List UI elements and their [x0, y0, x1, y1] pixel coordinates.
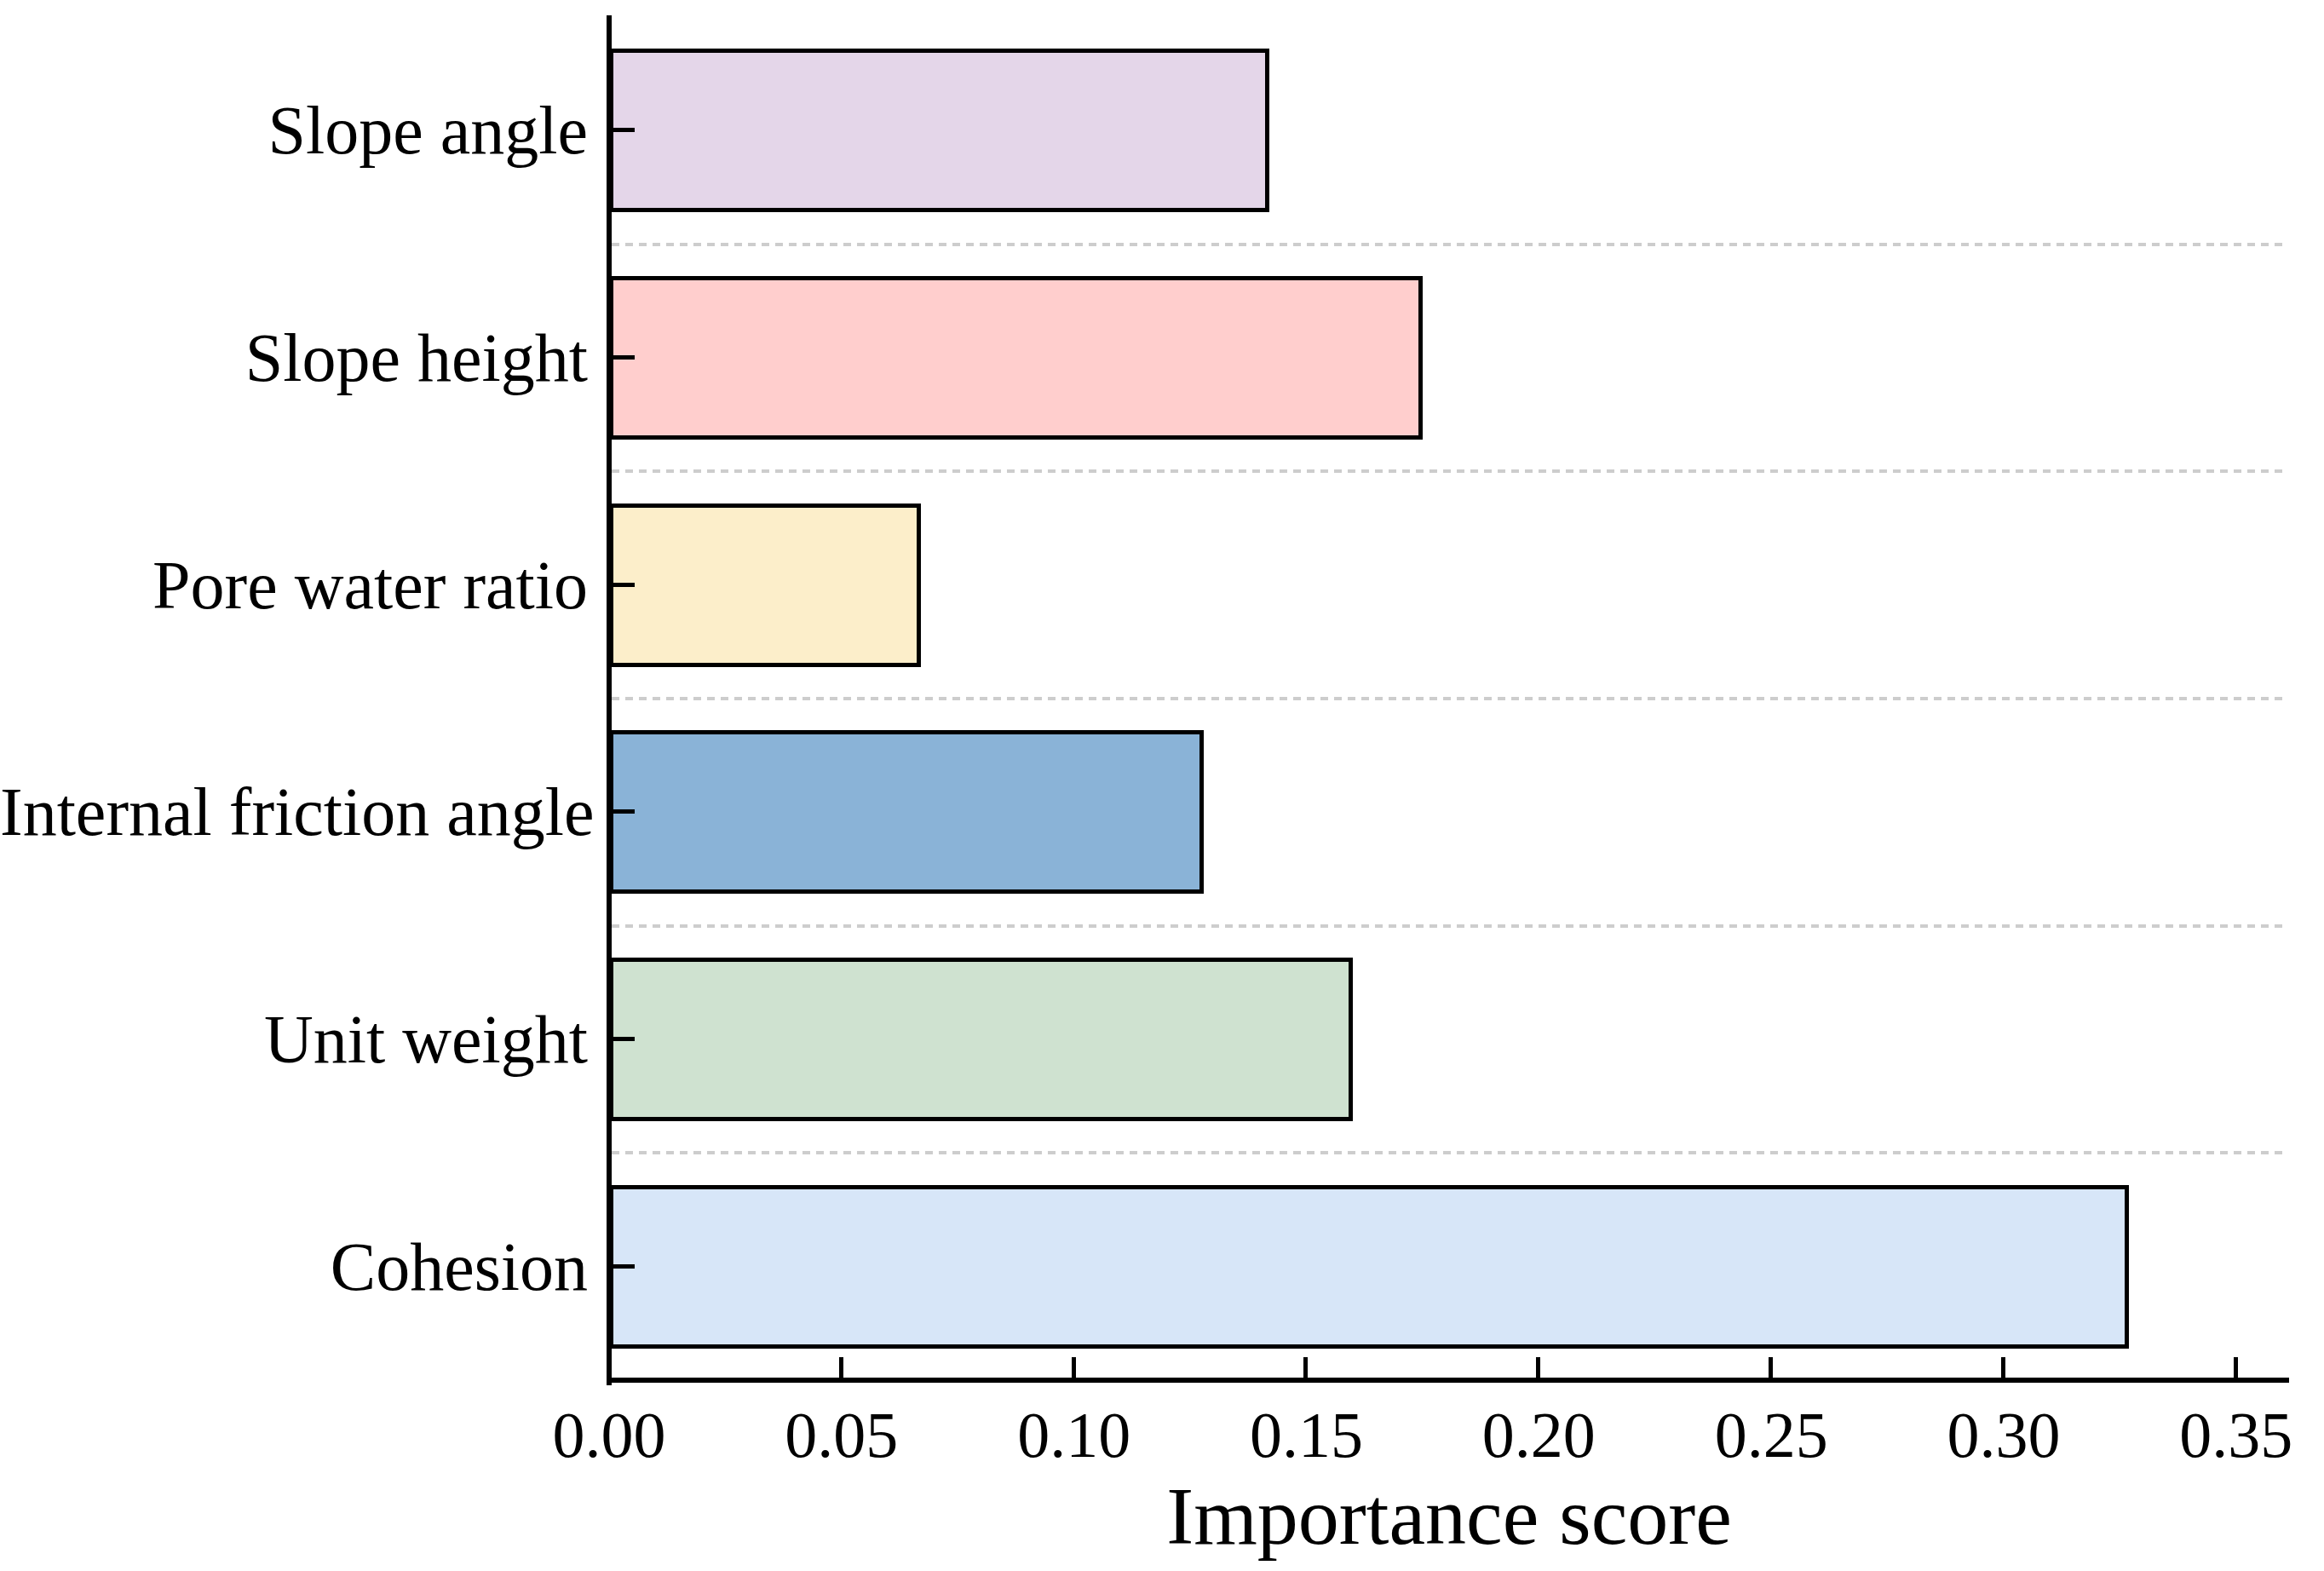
x-tick-label-0.00: 0.00: [507, 1402, 711, 1467]
x-tick-label-0.20: 0.20: [1436, 1402, 1641, 1467]
x-tick-0.15: [1303, 1357, 1308, 1380]
y-axis-line: [607, 15, 612, 1385]
x-axis-title: Importance score: [609, 1476, 2289, 1557]
x-tick-0.35: [2234, 1357, 2238, 1380]
y-tick-slope-angle: [612, 128, 635, 132]
x-tick-0.20: [1536, 1357, 1540, 1380]
x-axis-line: [607, 1378, 2289, 1383]
category-label-cohesion: Cohesion: [0, 1233, 588, 1301]
bar-internal-friction-angle: [609, 730, 1204, 894]
bar-cohesion: [609, 1185, 2129, 1349]
y-tick-unit-weight: [612, 1037, 635, 1041]
row-separator-gridline: [612, 243, 2288, 246]
bar-slope-height: [609, 276, 1423, 440]
bar-unit-weight: [609, 958, 1353, 1121]
row-separator-gridline: [612, 469, 2288, 473]
x-tick-0.05: [839, 1357, 843, 1380]
row-separator-gridline: [612, 697, 2288, 700]
row-separator-gridline: [612, 1151, 2288, 1154]
y-tick-slope-height: [612, 355, 635, 360]
x-tick-0.10: [1072, 1357, 1076, 1380]
x-tick-0.25: [1769, 1357, 1773, 1380]
x-tick-0.30: [2001, 1357, 2005, 1380]
bar-pore-water-ratio: [609, 504, 921, 667]
bar-chart-figure: Slope angle Slope height Pore water ratio I…: [0, 0, 2324, 1571]
category-label-pore-water-ratio: Pore water ratio: [0, 551, 588, 619]
x-tick-label-0.10: 0.10: [972, 1402, 1176, 1467]
category-label-unit-weight: Unit weight: [0, 1005, 588, 1073]
x-tick-label-0.15: 0.15: [1204, 1402, 1408, 1467]
bar-slope-angle: [609, 49, 1269, 212]
row-separator-gridline: [612, 924, 2288, 928]
category-label-slope-height: Slope height: [0, 324, 588, 392]
y-tick-pore-water-ratio: [612, 583, 635, 587]
category-label-internal-friction-angle: Internal friction angle: [0, 778, 588, 846]
y-tick-cohesion: [612, 1264, 635, 1269]
plot-area: Slope angle Slope height Pore water ratio I…: [0, 0, 2324, 1571]
x-tick-label-0.30: 0.30: [1901, 1402, 2106, 1467]
x-tick-label-0.05: 0.05: [739, 1402, 944, 1467]
y-tick-internal-friction-angle: [612, 809, 635, 814]
category-label-slope-angle: Slope angle: [0, 96, 588, 164]
x-tick-label-0.35: 0.35: [2134, 1402, 2324, 1467]
x-tick-label-0.25: 0.25: [1669, 1402, 1873, 1467]
